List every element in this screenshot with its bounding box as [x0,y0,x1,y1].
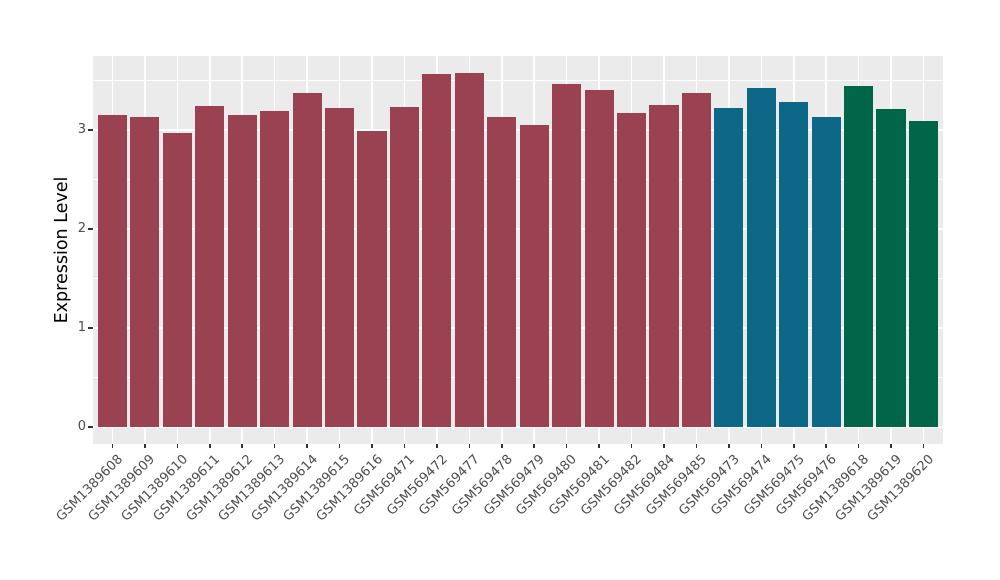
x-tick-mark [273,444,276,448]
x-tick-mark [209,444,211,448]
bar-GSM1389616 [357,131,387,428]
gridline-minor-horizontal [93,80,943,82]
x-tick-mark [630,444,633,448]
y-tick-mark [88,426,93,428]
x-tick-mark [144,444,146,448]
gridline-major-horizontal [93,129,943,132]
x-tick-mark [565,444,568,448]
x-tick-mark [241,444,243,448]
y-tick-label: 3 [77,122,86,138]
x-tick-mark [403,444,406,448]
bar-GSM1389613 [260,111,290,428]
bar-GSM1389615 [324,108,355,428]
bar-GSM569473 [714,108,744,428]
bar-GSM569480 [552,83,582,428]
bar-GSM569485 [681,92,712,428]
x-tick-mark [338,444,341,448]
x-tick-mark [857,444,860,448]
y-tick-mark [88,129,93,131]
x-tick-mark [728,444,730,448]
gridline-major-horizontal [93,327,943,330]
bar-GSM1389611 [195,106,225,428]
y-tick-label: 2 [77,221,86,237]
x-tick-mark [468,444,471,448]
bar-GSM569481 [584,89,614,428]
gridline-major-horizontal [93,228,943,231]
bar-GSM569479 [519,125,549,428]
bar-GSM1389610 [162,133,192,428]
bar-GSM569474 [746,87,776,428]
bar-GSM1389619 [876,109,906,428]
x-tick-mark [825,444,827,448]
bar-GSM1389614 [292,92,322,428]
gridline-major-horizontal [93,426,943,429]
bar-GSM569476 [811,117,841,428]
gridline-minor-horizontal [93,377,943,379]
x-tick-mark [695,444,698,448]
x-tick-mark [306,444,308,448]
bar-GSM1389608 [97,115,128,428]
bar-GSM569472 [422,73,452,428]
bar-GSM1389609 [130,117,160,428]
bar-GSM1389618 [844,85,874,428]
bar-GSM569471 [389,107,420,428]
y-axis-title: Expression Level [52,176,72,324]
bar-GSM569484 [649,104,679,428]
x-tick-mark [922,444,925,448]
x-tick-mark [663,444,665,448]
x-tick-mark [176,444,179,448]
x-tick-mark [793,444,795,448]
bar-GSM569475 [779,101,809,428]
gridline-minor-horizontal [93,179,943,181]
x-tick-mark [533,444,535,448]
gridline-minor-horizontal [93,278,943,280]
bar-GSM569478 [487,117,517,428]
bar-GSM1389612 [227,115,257,428]
y-tick-label: 0 [77,419,86,435]
y-tick-mark [88,228,93,230]
plot-panel [93,56,943,444]
bar-GSM569477 [454,72,484,428]
x-tick-mark [111,444,114,448]
x-tick-mark [501,444,503,448]
x-tick-mark [436,444,438,448]
x-tick-mark [371,444,373,448]
x-tick-mark [890,444,892,448]
y-tick-label: 1 [77,320,86,336]
x-tick-mark [598,444,600,448]
x-tick-mark [760,444,763,448]
bar-GSM569482 [616,113,647,428]
y-tick-mark [88,327,93,329]
bar-GSM1389620 [908,121,939,428]
